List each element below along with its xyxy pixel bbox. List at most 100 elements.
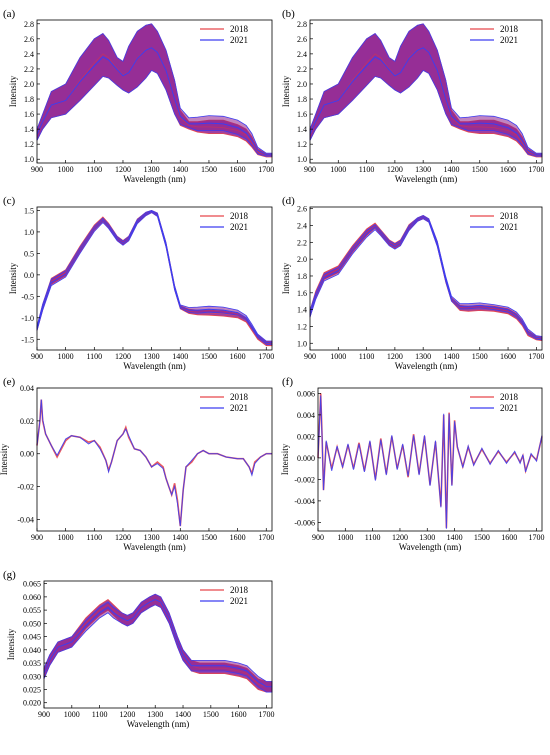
legend-label-2021: 2021 xyxy=(230,403,248,413)
x-tick-label: 1000 xyxy=(337,533,353,542)
chart-panel-7: 900 1000 1100 1200 1300 1400 1500 1600 1700 0.020… xyxy=(3,569,274,729)
y-tick-label: 0.025 xyxy=(23,685,41,694)
x-tick-label: 1700 xyxy=(528,352,544,361)
y-tick-label: 0.000 xyxy=(297,454,315,463)
y-axis-label: Intensity xyxy=(8,262,18,294)
y-tick-label: 1.8 xyxy=(24,95,34,104)
x-tick-label: 900 xyxy=(312,533,324,542)
y-tick-label: 0.040 xyxy=(23,646,41,655)
plot-frame xyxy=(36,387,273,532)
y-tick-label: 1.5 xyxy=(24,206,34,215)
chart-panel-1: 900 1000 1100 1200 1300 1400 1500 1600 1700 1.0 1.… xyxy=(3,8,274,184)
x-tick-label: 1400 xyxy=(172,533,188,542)
y-tick-label: -0.002 xyxy=(294,475,315,484)
x-tick-label: 1500 xyxy=(201,352,217,361)
y-tick-label: 1.0 xyxy=(297,155,307,164)
x-tick-label: 1400 xyxy=(443,352,459,361)
x-tick-label: 1100 xyxy=(365,533,381,542)
x-tick-label: 1300 xyxy=(419,533,435,542)
x-tick-label: 1000 xyxy=(330,352,346,361)
band-2021 xyxy=(43,593,273,693)
x-tick-label: 1400 xyxy=(172,165,188,174)
x-tick-label: 900 xyxy=(31,533,43,542)
x-tick-label: 1300 xyxy=(144,352,160,361)
x-axis-label: Wavelength (nm) xyxy=(123,361,186,371)
y-tick-label: 2.0 xyxy=(297,255,307,264)
x-tick-label: 1300 xyxy=(144,165,160,174)
y-tick-label: 2.2 xyxy=(24,65,34,74)
x-tick-label: 1700 xyxy=(529,533,545,542)
chart-panel-3: 900 1000 1100 1200 1300 1400 1500 1600 1700 -1.5 -… xyxy=(3,195,274,371)
panel-label: (d) xyxy=(282,195,295,207)
x-tick-label: 1400 xyxy=(172,352,188,361)
y-tick-label: 0.02 xyxy=(20,417,34,426)
x-tick-label: 900 xyxy=(304,352,316,361)
band-2018 xyxy=(43,593,273,693)
y-axis-label: Intensity xyxy=(281,262,291,294)
plot-frame xyxy=(43,580,273,709)
y-tick-label: 1.2 xyxy=(297,140,307,149)
band-2018 xyxy=(309,214,543,342)
series-line-2021 xyxy=(317,395,543,529)
y-tick-label: 0.045 xyxy=(23,633,41,642)
band-2021 xyxy=(309,214,543,341)
y-tick-label: 2.0 xyxy=(24,80,34,89)
x-tick-label: 1200 xyxy=(392,533,408,542)
x-tick-label: 1300 xyxy=(415,352,431,361)
panel-label: (f) xyxy=(282,376,293,388)
legend-label-2018: 2018 xyxy=(230,392,249,402)
x-tick-label: 1600 xyxy=(231,710,247,719)
y-tick-label: 1.4 xyxy=(297,306,307,315)
y-tick-label: 0.006 xyxy=(297,389,315,398)
y-axis-label: Intensity xyxy=(0,443,9,475)
y-tick-label: 1.4 xyxy=(297,125,307,134)
legend-label-2021: 2021 xyxy=(500,35,518,45)
x-tick-label: 900 xyxy=(304,165,316,174)
y-tick-label: 2.8 xyxy=(24,20,34,29)
x-tick-label: 1100 xyxy=(86,165,102,174)
series-line-2021 xyxy=(36,47,272,156)
y-tick-label: 1.8 xyxy=(297,95,307,104)
x-tick-label: 1500 xyxy=(472,352,488,361)
y-tick-label: 2.6 xyxy=(297,205,307,214)
x-tick-label: 1000 xyxy=(58,352,74,361)
x-tick-label: 1700 xyxy=(528,165,544,174)
x-tick-label: 1000 xyxy=(64,710,80,719)
y-tick-label: 1.6 xyxy=(297,110,307,119)
legend-label-2021: 2021 xyxy=(500,403,518,413)
panel-label: (a) xyxy=(3,8,16,20)
y-tick-label: 2.4 xyxy=(297,222,307,231)
x-tick-label: 1400 xyxy=(175,710,191,719)
y-tick-label: 0.00 xyxy=(20,450,34,459)
y-tick-label: -0.02 xyxy=(17,483,34,492)
x-axis-label: Wavelength (nm) xyxy=(395,174,458,184)
y-tick-label: -0.5 xyxy=(21,292,34,301)
y-tick-label: 1.4 xyxy=(24,125,34,134)
y-tick-label: 1.0 xyxy=(297,339,307,348)
y-axis-label: Intensity xyxy=(280,443,290,475)
y-tick-label: -0.004 xyxy=(294,497,315,506)
y-tick-label: 0.060 xyxy=(23,593,41,602)
x-tick-label: 1400 xyxy=(443,165,459,174)
y-tick-label: 2.4 xyxy=(24,50,34,59)
y-tick-label: 1.0 xyxy=(24,228,34,237)
series-line-2021 xyxy=(309,47,542,156)
x-tick-label: 1200 xyxy=(387,352,403,361)
x-tick-label: 1600 xyxy=(501,533,517,542)
y-tick-label: 0.5 xyxy=(24,249,34,258)
series-line-2018 xyxy=(309,216,543,340)
y-tick-label: 1.2 xyxy=(297,322,307,331)
x-tick-label: 900 xyxy=(38,710,50,719)
y-tick-label: 2.2 xyxy=(297,238,307,247)
x-tick-label: 1100 xyxy=(359,352,375,361)
x-tick-label: 1300 xyxy=(147,710,163,719)
y-tick-label: 2.6 xyxy=(24,35,34,44)
y-tick-label: 0.055 xyxy=(23,606,41,615)
x-tick-label: 1000 xyxy=(58,533,74,542)
x-tick-label: 1600 xyxy=(500,165,516,174)
y-tick-label: 0.04 xyxy=(20,384,34,393)
